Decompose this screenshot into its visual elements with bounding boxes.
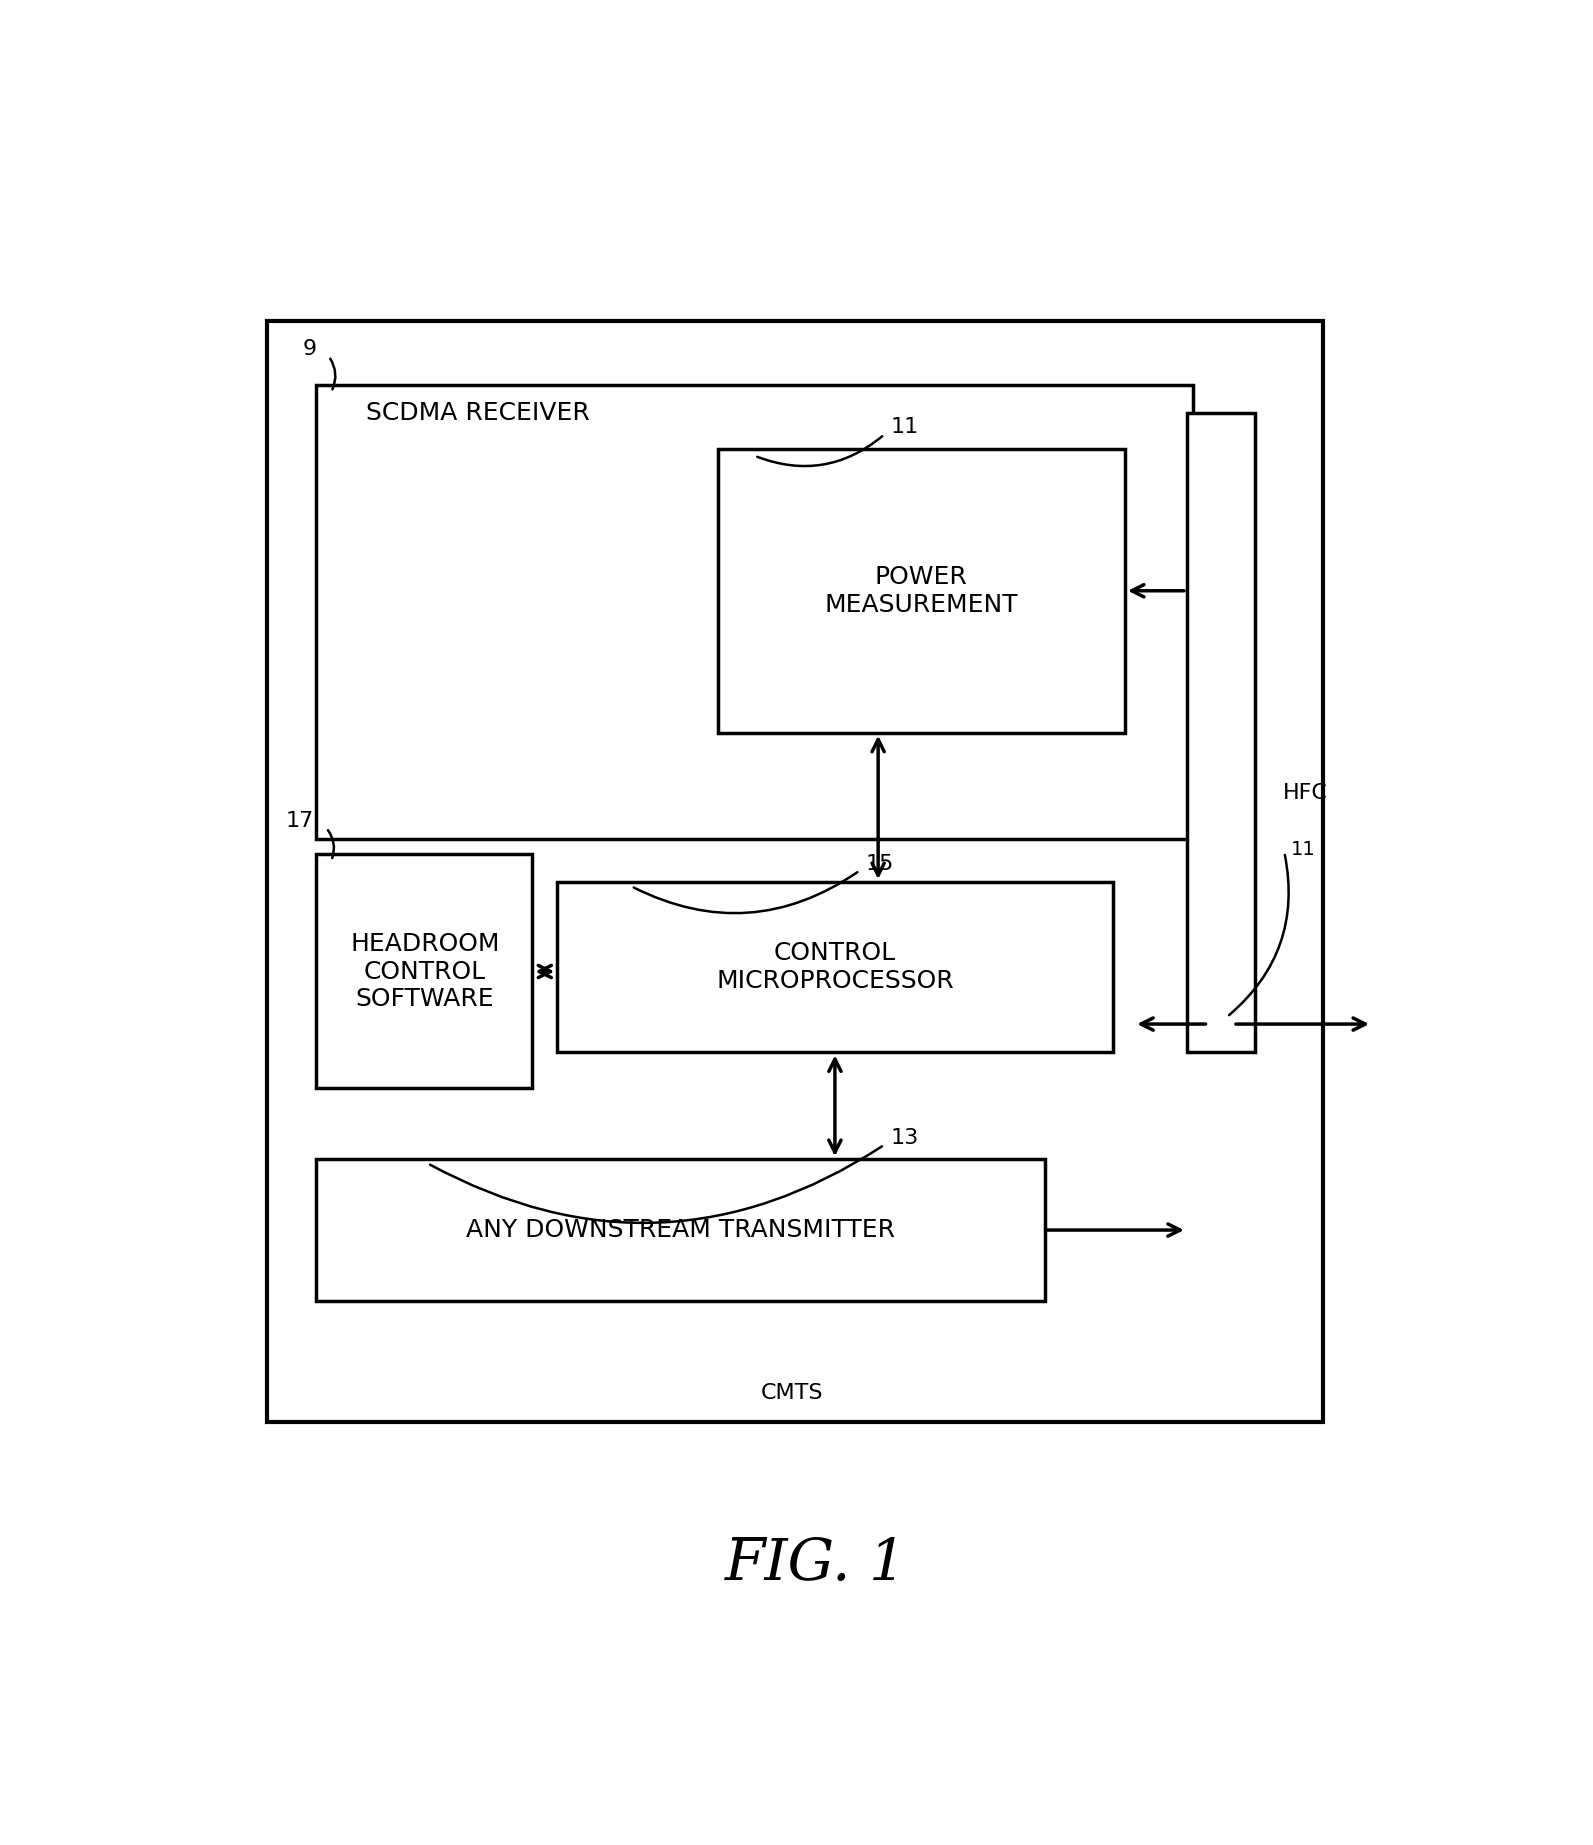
FancyBboxPatch shape bbox=[558, 882, 1114, 1052]
FancyBboxPatch shape bbox=[268, 321, 1322, 1422]
Text: HFC: HFC bbox=[1282, 782, 1329, 803]
Text: 11: 11 bbox=[1290, 839, 1316, 858]
Text: POWER
MEASUREMENT: POWER MEASUREMENT bbox=[825, 565, 1018, 616]
Text: 17: 17 bbox=[285, 812, 314, 830]
Text: SCDMA RECEIVER: SCDMA RECEIVER bbox=[366, 400, 589, 424]
Text: 11: 11 bbox=[890, 417, 919, 437]
FancyBboxPatch shape bbox=[717, 448, 1125, 732]
Text: ANY DOWNSTREAM TRANSMITTER: ANY DOWNSTREAM TRANSMITTER bbox=[467, 1218, 895, 1242]
Text: 15: 15 bbox=[867, 854, 894, 873]
Text: HEADROOM
CONTROL
SOFTWARE: HEADROOM CONTROL SOFTWARE bbox=[350, 932, 500, 1011]
FancyBboxPatch shape bbox=[1187, 413, 1255, 1052]
Text: CMTS: CMTS bbox=[760, 1384, 824, 1404]
Text: FIG. 1: FIG. 1 bbox=[725, 1535, 908, 1592]
Text: CONTROL
MICROPROCESSOR: CONTROL MICROPROCESSOR bbox=[717, 941, 954, 993]
FancyBboxPatch shape bbox=[317, 386, 1193, 839]
FancyBboxPatch shape bbox=[317, 1159, 1045, 1301]
Text: 9: 9 bbox=[303, 339, 317, 360]
FancyBboxPatch shape bbox=[317, 854, 532, 1089]
Text: 13: 13 bbox=[890, 1127, 919, 1148]
